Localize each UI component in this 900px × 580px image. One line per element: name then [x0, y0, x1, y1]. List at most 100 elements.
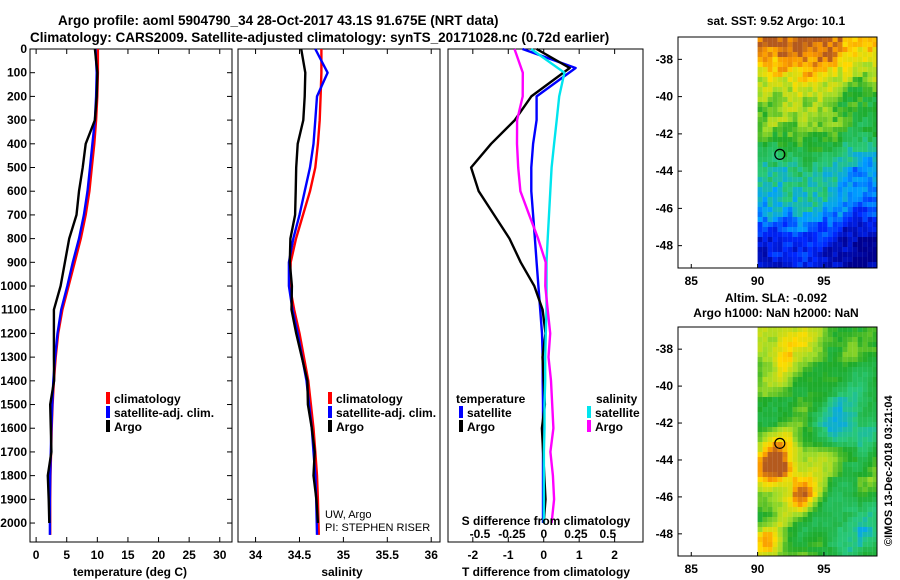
temperature-panel: 0100200300400500600700800900100011001200… [0, 42, 233, 562]
map-cell [847, 57, 853, 62]
map-cell [867, 372, 873, 377]
map-cell [827, 77, 833, 82]
map-cell [782, 162, 788, 167]
map-cell [777, 252, 783, 257]
map-cell [872, 257, 877, 262]
map-cell [792, 172, 798, 177]
map-cell [787, 542, 793, 547]
map-cell [867, 237, 873, 242]
map-cell [782, 87, 788, 92]
map-cell [842, 532, 848, 537]
map-cell [827, 452, 833, 457]
map-cell [757, 77, 763, 82]
map-cell [827, 202, 833, 207]
map-cell [812, 77, 818, 82]
map-cell [757, 502, 763, 507]
map-cell [807, 227, 813, 232]
map-cell [852, 127, 858, 132]
map-cell [827, 247, 833, 252]
map-cell [812, 477, 818, 482]
map-cell [872, 197, 877, 202]
map-cell [772, 417, 778, 422]
map-cell [837, 472, 843, 477]
map-cell [792, 442, 798, 447]
map-cell [797, 162, 803, 167]
map-cell [802, 352, 808, 357]
map-cell [757, 167, 763, 172]
map-cell [872, 52, 877, 57]
difference-panel: -2 -1 0 1 2-0.5 -0.25 0 0.25 0.5 [447, 47, 644, 562]
map-cell [817, 447, 823, 452]
map-cell [792, 422, 798, 427]
map-cell [862, 527, 868, 532]
map-cell [802, 337, 808, 342]
map-cell [812, 97, 818, 102]
map-cell [847, 252, 853, 257]
map-cell [772, 427, 778, 432]
map-y-tick-label: -38 [656, 52, 674, 66]
map-cell [762, 107, 768, 112]
map-cell [812, 152, 818, 157]
map-cell [777, 477, 783, 482]
map-cell [867, 232, 873, 237]
map-cell [777, 217, 783, 222]
map-cell [857, 502, 863, 507]
map-cell [827, 57, 833, 62]
map-cell [862, 217, 868, 222]
map-cell [767, 222, 773, 227]
map-cell [767, 422, 773, 427]
map-cell [852, 502, 858, 507]
map-cell [857, 67, 863, 72]
map-cell [852, 107, 858, 112]
map-cell [837, 257, 843, 262]
map-y-tick-label: -42 [656, 127, 674, 141]
map-cell [777, 162, 783, 167]
map-cell [872, 222, 877, 227]
map-cell [867, 447, 873, 452]
map-cell [837, 167, 843, 172]
map-cell [867, 227, 873, 232]
map-cell [862, 502, 868, 507]
map-cell [812, 517, 818, 522]
map-cell [807, 222, 813, 227]
map-cell [872, 217, 877, 222]
map-cell [857, 242, 863, 247]
map-cell [782, 492, 788, 497]
map-cell [832, 77, 838, 82]
map-cell [822, 377, 828, 382]
map-cell [872, 397, 877, 402]
map-cell [787, 117, 793, 122]
map-cell [862, 67, 868, 72]
map-cell [802, 47, 808, 52]
map-cell [757, 232, 763, 237]
map-cell [822, 372, 828, 377]
map-cell [847, 527, 853, 532]
map-cell [852, 177, 858, 182]
map-cell [842, 157, 848, 162]
map-cell [787, 462, 793, 467]
map-cell [832, 102, 838, 107]
map-cell [787, 157, 793, 162]
map-cell [817, 87, 823, 92]
map-cell [837, 327, 843, 332]
map-cell [852, 87, 858, 92]
map-cell [862, 117, 868, 122]
map-cell [837, 462, 843, 467]
map-cell [832, 117, 838, 122]
map-cell [782, 142, 788, 147]
map-cell [822, 367, 828, 372]
map-cell [872, 477, 877, 482]
map-cell [802, 137, 808, 142]
map-cell [827, 62, 833, 67]
map-cell [767, 452, 773, 457]
map-cell [872, 507, 877, 512]
map-cell [867, 437, 873, 442]
map-cell [837, 192, 843, 197]
map-cell [812, 552, 818, 556]
map-cell [827, 82, 833, 87]
legend-swatch-argo [328, 420, 332, 432]
map-cell [762, 512, 768, 517]
map-cell [777, 492, 783, 497]
map-cell [862, 547, 868, 552]
map-cell [802, 392, 808, 397]
